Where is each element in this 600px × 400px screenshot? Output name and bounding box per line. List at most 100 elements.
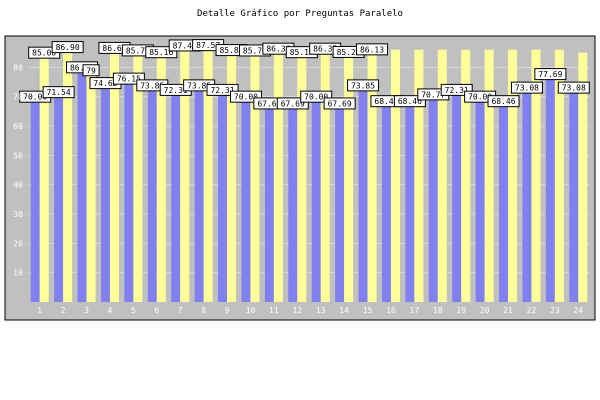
bar — [147, 85, 157, 302]
data-label-box — [440, 83, 473, 96]
data-label: 68.46 — [398, 97, 422, 106]
bar — [335, 103, 345, 303]
bar — [124, 78, 134, 302]
data-label: 86.13 — [360, 45, 384, 54]
x-tick-label: 7 — [178, 306, 183, 315]
data-label-box — [323, 97, 356, 110]
data-label: 68.46 — [491, 97, 515, 106]
data-label: 70.00 — [234, 93, 258, 102]
data-label-box — [51, 41, 84, 54]
data-label: 71.54 — [47, 88, 71, 97]
bar — [39, 52, 49, 302]
x-tick-label: 9 — [225, 306, 230, 315]
x-tick-label: 20 — [480, 306, 490, 315]
x-tick-label: 13 — [316, 306, 326, 315]
data-label: 79 — [86, 66, 96, 75]
data-label: 85.75 — [243, 46, 267, 55]
data-label: 72.31 — [445, 86, 469, 95]
x-tick-label: 16 — [386, 306, 396, 315]
bar — [194, 85, 204, 302]
bar — [554, 49, 564, 302]
data-label: 85.25 — [337, 48, 361, 57]
x-tick-label: 8 — [201, 306, 206, 315]
bar — [180, 45, 190, 302]
data-label-box — [534, 68, 567, 81]
bar — [499, 101, 509, 303]
bar — [288, 103, 298, 303]
data-label-box — [206, 83, 239, 96]
data-label: 87.46 — [173, 41, 197, 50]
data-label: 87.57 — [196, 41, 220, 50]
bar — [109, 47, 119, 302]
bar — [63, 47, 73, 302]
data-label-box — [229, 90, 262, 103]
data-label: 70.77 — [421, 90, 445, 99]
y-tick-label: 50 — [13, 151, 23, 160]
data-label: 86.62 — [102, 44, 126, 53]
bar — [578, 52, 588, 302]
y-tick-label: 40 — [13, 181, 23, 190]
y-tick-label: 70 — [13, 93, 23, 102]
bar — [381, 101, 391, 303]
bar — [428, 94, 438, 303]
bar — [508, 49, 518, 302]
data-label: 76.15 — [117, 75, 141, 84]
data-label: 72.31 — [210, 86, 234, 95]
bar — [250, 50, 260, 302]
bar — [475, 96, 485, 303]
data-label-box — [347, 79, 380, 92]
bar — [531, 49, 541, 302]
data-label: 85.88 — [219, 46, 243, 55]
bar — [522, 87, 532, 302]
data-label-box — [145, 46, 178, 59]
x-tick-label: 4 — [108, 306, 113, 315]
x-tick-label: 10 — [246, 306, 256, 315]
bar — [569, 87, 579, 302]
data-label-box — [356, 43, 389, 56]
x-tick-label: 1 — [37, 306, 42, 315]
bar — [452, 89, 462, 303]
data-label: 86.90 — [56, 43, 80, 52]
bars — [30, 45, 588, 303]
x-tick-label: 18 — [433, 306, 443, 315]
data-label-box — [276, 97, 309, 110]
x-tick-label: 14 — [339, 306, 349, 315]
data-label: 77.69 — [538, 70, 562, 79]
x-tick-label: 22 — [527, 306, 537, 315]
bar — [54, 92, 64, 303]
data-label: 67.69 — [257, 99, 281, 108]
y-tick-label: 30 — [13, 210, 23, 219]
data-label-box — [300, 90, 333, 103]
data-label-box — [82, 64, 100, 77]
bar — [484, 49, 494, 302]
data-label: 85.77 — [126, 46, 150, 55]
data-label: 73.85 — [351, 81, 375, 90]
x-tick-label: 23 — [550, 306, 560, 315]
data-label: 86.36 — [266, 45, 290, 54]
data-label: 86.00 — [70, 63, 94, 72]
data-label: 86.35 — [313, 45, 337, 54]
chart-title: Detalle Gráfico por Preguntas Paralelo — [197, 9, 403, 19]
x-tick-label: 3 — [84, 306, 89, 315]
bar — [133, 50, 143, 302]
y-tick-label: 10 — [13, 269, 23, 278]
x-tick-label: 24 — [573, 306, 583, 315]
bar — [358, 85, 368, 302]
data-label: 67.69 — [328, 99, 352, 108]
data-label: 67.69 — [281, 99, 305, 108]
bar — [171, 89, 181, 303]
x-tick-label: 5 — [131, 306, 136, 315]
x-tick-label: 21 — [503, 306, 513, 315]
x-tick-label: 11 — [269, 306, 279, 315]
bar — [203, 45, 213, 303]
data-label: 74.62 — [93, 79, 117, 88]
x-tick-label: 15 — [363, 306, 373, 315]
data-label: 70.00 — [304, 93, 328, 102]
x-tick-label: 6 — [154, 306, 159, 315]
bar — [367, 49, 377, 302]
x-tick-label: 17 — [410, 306, 420, 315]
data-label: 73.08 — [562, 84, 586, 93]
bar — [461, 49, 471, 302]
